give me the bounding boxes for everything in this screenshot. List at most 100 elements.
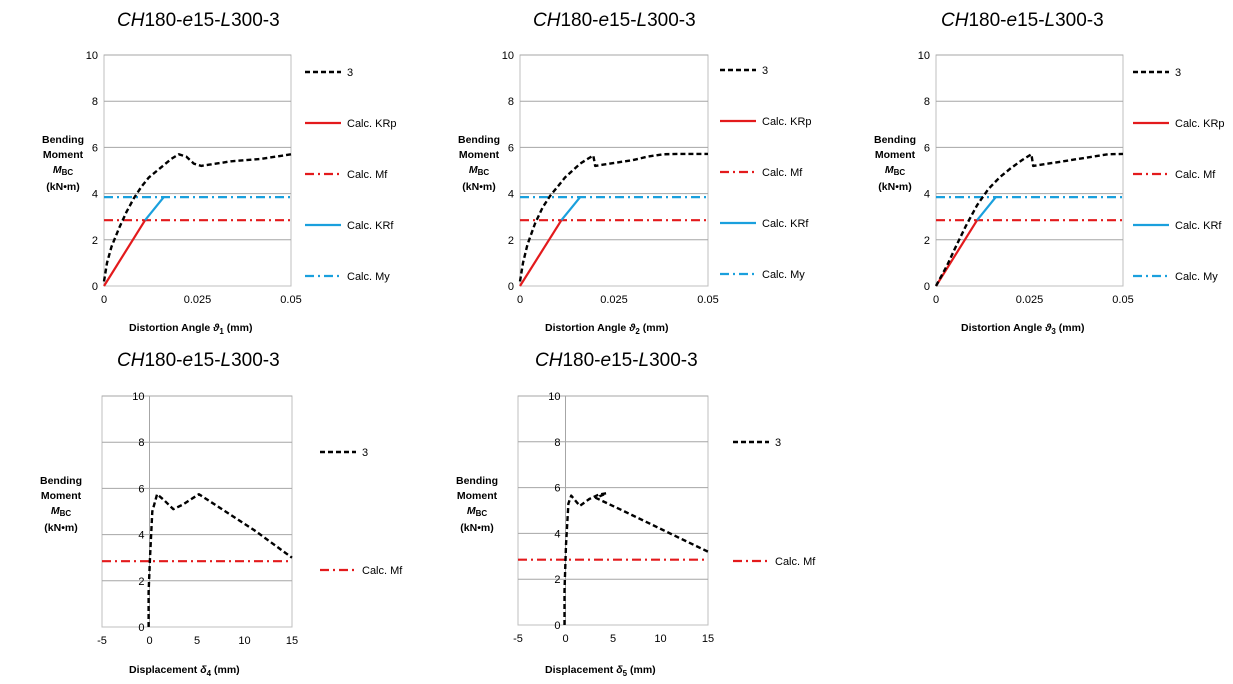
series-line-calc-krf — [560, 196, 582, 221]
y-tick-label: 4 — [92, 189, 98, 201]
x-tick-label: 0.025 — [600, 294, 628, 306]
y-tick-label: 4 — [508, 189, 514, 201]
y-tick-label: 8 — [554, 437, 560, 449]
legend-label: Calc. Mf — [362, 565, 403, 577]
y-tick-label: 4 — [554, 528, 560, 540]
x-tick-label: 0.05 — [280, 294, 301, 306]
legend-label: Calc. KRp — [1175, 118, 1225, 130]
y-axis-label: Bending Moment MBC (kN•m) — [42, 134, 84, 193]
y-tick-label: 2 — [924, 235, 930, 247]
y-tick-label: 0 — [924, 281, 930, 293]
chart-title: CH180-e15-L300-3 — [533, 10, 696, 31]
chart-1: 0 2 4 6 8 10 0 0.025 0.05 3 Calc. KRp Calc. Mf Calc.… — [86, 50, 397, 306]
chart-2: 0 2 4 6 8 10 0 0.025 0.05 3 Calc. KRp Calc. Mf Calc.… — [502, 50, 812, 306]
x-axis-label: Displacement δ5 (mm) — [545, 664, 656, 679]
y-tick-label: 10 — [502, 50, 514, 62]
legend-label: Calc. KRf — [1175, 220, 1222, 232]
x-tick-label: 0 — [933, 294, 939, 306]
chart-title: CH180-e15-L300-3 — [941, 10, 1104, 31]
y-axis-label: Bending Moment MBC (kN•m) — [40, 475, 82, 534]
chart-3: 0 2 4 6 8 10 0 0.025 0.05 3 Calc. KRp Calc. Mf Calc.… — [918, 50, 1225, 306]
y-tick-label: 8 — [924, 96, 930, 108]
plot-area — [101, 395, 293, 628]
x-axis-label: Distortion Angle ϑ2 (mm) — [545, 322, 669, 337]
x-tick-label: 10 — [654, 633, 666, 645]
plot-area — [103, 54, 292, 287]
y-axis-label: Bending Moment MBC (kN•m) — [456, 475, 498, 534]
y-tick-label: 10 — [548, 391, 560, 403]
y-tick-label: 8 — [138, 437, 144, 449]
x-tick-label: 0 — [146, 635, 152, 647]
y-tick-label: 0 — [554, 620, 560, 632]
x-tick-label: 5 — [610, 633, 616, 645]
x-tick-label: -5 — [513, 633, 523, 645]
x-tick-label: 15 — [702, 633, 714, 645]
legend-label: Calc. Mf — [1175, 169, 1216, 181]
y-tick-label: 4 — [924, 189, 930, 201]
legend-label: Calc. KRf — [762, 218, 809, 230]
legend-label: Calc. Mf — [347, 169, 388, 181]
x-axis-label: Distortion Angle ϑ1 (mm) — [129, 322, 253, 337]
y-tick-label: 4 — [138, 530, 144, 542]
x-tick-label: 15 — [286, 635, 298, 647]
legend-label: Calc. My — [762, 269, 805, 281]
x-tick-label: 0.05 — [697, 294, 718, 306]
plot-area — [517, 395, 709, 626]
series-line-calc-krp — [519, 219, 563, 287]
series-line-3 — [147, 493, 293, 627]
y-tick-label: 10 — [132, 391, 144, 403]
plot-area — [519, 54, 709, 287]
y-axis-label: Bending Moment MBC (kN•m) — [458, 134, 500, 193]
y-tick-label: 10 — [86, 50, 98, 62]
x-axis-label: Distortion Angle ϑ3 (mm) — [961, 322, 1085, 337]
series-line-3 — [518, 152, 708, 282]
plot-area — [935, 54, 1124, 287]
chart-5: 0 2 4 6 8 10 -5 0 5 10 15 3 Calc. Mf — [513, 391, 816, 645]
y-tick-label: 8 — [508, 96, 514, 108]
y-tick-label: 10 — [918, 50, 930, 62]
chart-title: CH180-e15-L300-3 — [535, 350, 698, 371]
series-line-3 — [102, 153, 292, 282]
x-tick-label: 0.05 — [1112, 294, 1133, 306]
legend-label: 3 — [1175, 67, 1181, 79]
y-tick-label: 6 — [554, 483, 560, 495]
y-tick-label: 2 — [138, 576, 144, 588]
chart-4: 0 2 4 6 8 10 -5 0 5 10 15 3 Calc. Mf — [97, 391, 403, 647]
legend-label: 3 — [362, 447, 368, 459]
y-tick-label: 8 — [92, 96, 98, 108]
y-tick-label: 0 — [92, 281, 98, 293]
y-tick-label: 6 — [508, 142, 514, 154]
y-axis-label: Bending Moment MBC (kN•m) — [874, 134, 916, 193]
legend-label: Calc. My — [347, 271, 390, 283]
y-tick-label: 2 — [92, 235, 98, 247]
y-tick-label: 6 — [138, 483, 144, 495]
y-tick-label: 2 — [508, 235, 514, 247]
legend-label: 3 — [762, 65, 768, 77]
legend-label: 3 — [775, 437, 781, 449]
y-tick-label: 6 — [92, 142, 98, 154]
y-tick-label: 0 — [138, 622, 144, 634]
series-line-calc-krf — [144, 196, 165, 221]
legend-label: Calc. KRp — [762, 116, 812, 128]
series-line-3 — [934, 152, 1124, 287]
x-axis-label: Displacement δ4 (mm) — [129, 664, 240, 679]
legend-label: Calc. Mf — [762, 167, 803, 179]
x-tick-label: 0 — [562, 633, 568, 645]
x-tick-label: 0.025 — [1016, 294, 1044, 306]
legend-label: Calc. KRf — [347, 220, 394, 232]
legend-label: Calc. Mf — [775, 556, 816, 568]
series-line-calc-krf — [976, 196, 997, 221]
x-tick-label: -5 — [97, 635, 107, 647]
y-tick-label: 0 — [508, 281, 514, 293]
x-tick-label: 5 — [194, 635, 200, 647]
series-line-3 — [563, 492, 709, 625]
legend-label: 3 — [347, 67, 353, 79]
y-tick-label: 6 — [924, 142, 930, 154]
chart-title: CH180-e15-L300-3 — [117, 350, 280, 371]
x-tick-label: 0 — [101, 294, 107, 306]
legend-label: Calc. My — [1175, 271, 1218, 283]
x-tick-label: 0.025 — [184, 294, 212, 306]
legend-label: Calc. KRp — [347, 118, 397, 130]
x-tick-label: 0 — [517, 294, 523, 306]
